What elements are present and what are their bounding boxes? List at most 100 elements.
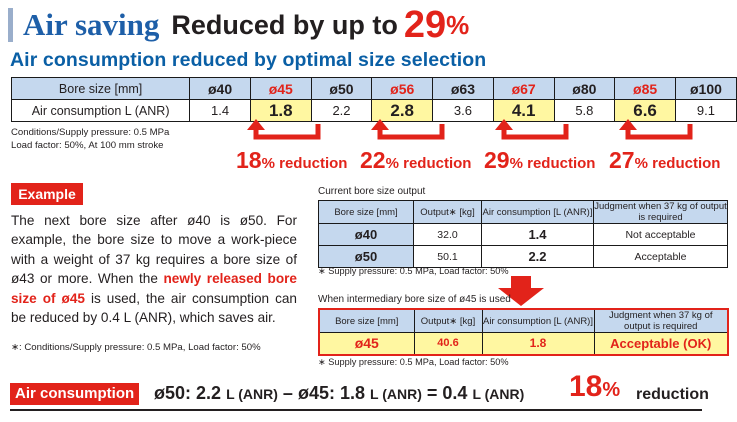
table2-caption: When intermediary bore size of ø45 is us… — [318, 294, 511, 305]
subtitle: Air consumption reduced by optimal size … — [10, 49, 487, 71]
formula-unit: L (ANR) — [370, 386, 422, 402]
table-row: ø40 32.0 1.4 Not acceptable — [318, 223, 728, 246]
size-cell-highlight: ø56 — [371, 77, 434, 100]
air-consumption-badge: Air consumption — [10, 383, 140, 405]
header-air-consumption: Air consumption [L (ANR)] — [481, 308, 595, 333]
bore-size-cell: ø40 — [318, 223, 414, 246]
size-cell: ø50 — [310, 77, 373, 100]
example-text-part: is used, the air consumption can be redu… — [11, 290, 297, 326]
reduction-label-3: 29% reduction — [484, 147, 595, 174]
header-air-consumption: Air consumption [L (ANR)] — [481, 200, 594, 224]
reduction-label-1: 18% reduction — [236, 147, 347, 174]
value-cell: 5.8 — [553, 99, 616, 122]
arrow-icon — [625, 124, 693, 140]
bottom-formula-bar: Air consumption ø50: 2.2 L (ANR) – ø45: … — [10, 370, 709, 411]
formula-result: = 0.4 — [426, 383, 468, 403]
bottom-percent-symbol: % — [602, 379, 621, 401]
bore-size-cell: ø45 — [318, 332, 415, 355]
current-bore-table: Bore size [mm] Output∗ [kg] Air consumpt… — [318, 200, 728, 268]
title-percent-symbol: % — [446, 10, 470, 40]
bore-size-air-table: Bore size [mm] ø40 ø45 ø50 ø56 ø63 ø67 ø… — [10, 77, 737, 122]
example-badge: Example — [11, 183, 83, 205]
header-judgment: Judgment when 37 kg of output is require… — [593, 308, 729, 333]
conditions-note: Conditions/Supply pressure: 0.5 MPa Load… — [11, 127, 169, 152]
reduction-word: reduction — [398, 155, 472, 172]
size-cell-highlight: ø85 — [614, 77, 676, 100]
reduction-percent: % — [261, 155, 275, 172]
reduction-label-4: 27% reduction — [609, 147, 720, 174]
bore-size-row: Bore size [mm] ø40 ø45 ø50 ø56 ø63 ø67 ø… — [10, 77, 737, 100]
judgment-cell: Not acceptable — [593, 223, 728, 246]
table1-footnote: ∗ Supply pressure: 0.5 MPa, Load factor:… — [318, 266, 509, 276]
value-cell: 1.4 — [189, 99, 251, 122]
reduction-percent: % — [509, 155, 523, 172]
example-note: ∗: Conditions/Supply pressure: 0.5 MPa, … — [11, 342, 261, 353]
bore-size-label: Bore size [mm] — [10, 77, 191, 100]
table2-header-row: Bore size [mm] Output∗ [kg] Air consumpt… — [318, 308, 729, 333]
reduction-percent: % — [385, 155, 399, 172]
size-cell: ø63 — [432, 77, 494, 100]
table-row: ø50 50.1 2.2 Acceptable — [318, 245, 728, 268]
value-cell: 2.2 — [310, 99, 373, 122]
reduction-number: 29 — [484, 147, 510, 173]
value-cell: 3.6 — [432, 99, 494, 122]
example-text-part: The next bore size after ø40 is ø50. For… — [11, 213, 297, 287]
arrow-icon — [501, 124, 569, 140]
header-bore-size: Bore size [mm] — [318, 200, 414, 224]
air-cell: 1.8 — [481, 332, 595, 355]
conditions-line: Conditions/Supply pressure: 0.5 MPa — [11, 127, 170, 138]
value-cell-highlight: 2.8 — [371, 99, 434, 122]
table1-caption: Current bore size output — [318, 186, 426, 197]
formula-text: ø50: 2.2 L (ANR) – ø45: 1.8 L (ANR) = 0.… — [154, 379, 524, 408]
reduction-word: reduction — [647, 155, 721, 172]
value-cell-highlight: 6.6 — [614, 99, 676, 122]
formula-part: ø50: 2.2 — [154, 383, 222, 403]
value-cell: 9.1 — [674, 99, 737, 122]
air-consumption-label: Air consumption L (ANR) — [10, 99, 191, 122]
size-cell: ø40 — [189, 77, 251, 100]
down-arrow-icon — [498, 276, 544, 306]
reduction-percent: % — [634, 155, 648, 172]
formula-unit: L (ANR) — [472, 386, 525, 402]
reduction-word: reduction — [522, 155, 596, 172]
table1-header-row: Bore size [mm] Output∗ [kg] Air consumpt… — [318, 200, 728, 224]
size-cell: ø80 — [553, 77, 616, 100]
title-air-saving: Air saving — [23, 7, 160, 42]
air-cell: 2.2 — [481, 245, 594, 268]
table-row: ø45 40.6 1.8 Acceptable (OK) — [318, 332, 729, 355]
header-bore-size: Bore size [mm] — [318, 308, 415, 333]
header-judgment: Judgment when 37 kg of output is require… — [593, 200, 728, 224]
bottom-percent-number: 18 — [569, 370, 603, 403]
example-highlight-text: newly released bore size of ø45 — [11, 271, 297, 306]
title-reduced-by: Reduced by up to — [171, 10, 398, 40]
intermediary-bore-table: Bore size [mm] Output∗ [kg] Air consumpt… — [318, 308, 729, 356]
judgment-cell: Acceptable — [593, 245, 728, 268]
reduction-number: 22 — [360, 147, 386, 173]
formula-unit: L (ANR) — [226, 386, 278, 402]
reduction-number: 18 — [236, 147, 262, 173]
air-cell: 1.4 — [481, 223, 594, 246]
arrow-icon — [377, 124, 445, 140]
header-output: Output∗ [kg] — [413, 200, 482, 224]
air-consumption-row: Air consumption L (ANR) 1.4 1.8 2.2 2.8 … — [10, 99, 737, 122]
size-cell: ø100 — [674, 77, 737, 100]
header-output: Output∗ [kg] — [413, 308, 483, 333]
judgment-cell: Acceptable (OK) — [593, 332, 729, 355]
size-cell-highlight: ø67 — [492, 77, 555, 100]
conditions-line: Load factor: 50%, At 100 mm stroke — [11, 139, 164, 151]
arrow-icon — [253, 124, 321, 140]
reduction-label-2: 22% reduction — [360, 147, 471, 174]
bottom-underline — [10, 409, 702, 411]
output-cell: 40.6 — [413, 332, 483, 355]
header-accent-bar — [8, 8, 13, 42]
table2-footnote: ∗ Supply pressure: 0.5 MPa, Load factor:… — [318, 357, 509, 367]
formula-minus: – — [282, 383, 293, 403]
example-paragraph: The next bore size after ø40 is ø50. For… — [11, 211, 297, 327]
output-cell: 50.1 — [413, 245, 482, 268]
value-cell-highlight: 1.8 — [249, 99, 312, 122]
size-cell-highlight: ø45 — [249, 77, 312, 100]
bottom-reduction-word: reduction — [636, 386, 709, 403]
value-cell-highlight: 4.1 — [492, 99, 555, 122]
page-header: Air saving Reduced by up to 29 % — [8, 6, 469, 44]
reduction-number: 27 — [609, 147, 635, 173]
